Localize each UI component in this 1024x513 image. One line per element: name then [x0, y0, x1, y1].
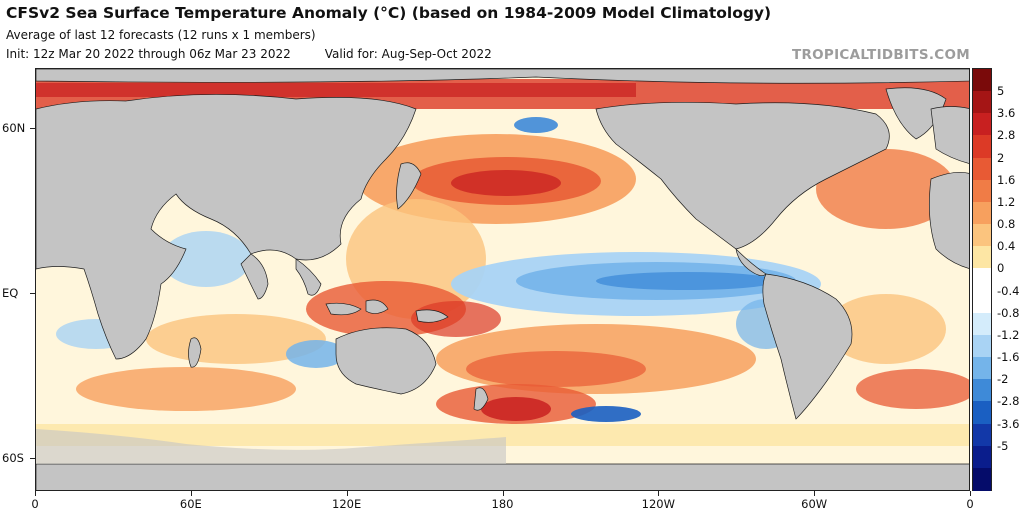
lon-label: 180	[492, 497, 514, 511]
lon-label: 120E	[332, 497, 361, 511]
colorbar-segment	[973, 113, 991, 136]
lat-label: 60S	[2, 451, 24, 465]
colorbar-label: 0.4	[997, 239, 1015, 253]
colorbar-segment	[973, 379, 991, 402]
init-text: Init: 12z Mar 20 2022 through 06z Mar 23…	[6, 47, 291, 61]
sst-anomaly-map	[35, 68, 970, 491]
lon-label: 60E	[180, 497, 202, 511]
map-canvas	[36, 69, 970, 491]
lon-label: 0	[966, 497, 973, 511]
lon-tick	[191, 491, 192, 496]
colorbar-segment	[973, 158, 991, 181]
lon-tick	[35, 491, 36, 496]
colorbar-label: 2	[997, 151, 1004, 165]
colorbar-label: 0	[997, 261, 1004, 275]
colorbar-segment	[973, 291, 991, 314]
antarctica-landmass	[36, 464, 970, 491]
site-credit: TROPICALTIDBITS.COM	[792, 47, 970, 63]
colorbar-label: -2.8	[997, 394, 1019, 408]
colorbar-label: -1.6	[997, 350, 1019, 364]
colorbar-label: -2	[997, 372, 1008, 386]
colorbar-segment	[973, 446, 991, 469]
chart-title: CFSv2 Sea Surface Temperature Anomaly (°…	[6, 4, 771, 22]
lat-label: 60N	[2, 121, 25, 135]
colorbar-segment	[973, 224, 991, 247]
lat-tick	[30, 293, 35, 294]
colorbar-segment	[973, 313, 991, 336]
colorbar-segment	[973, 357, 991, 380]
colorbar-segment	[973, 91, 991, 114]
lon-label: 120W	[642, 497, 675, 511]
colorbar-label: 1.2	[997, 195, 1015, 209]
colorbar-segment	[973, 468, 991, 491]
lon-tick	[970, 491, 971, 496]
colorbar-segment	[973, 246, 991, 269]
lat-tick	[30, 458, 35, 459]
valid-text: Valid for: Aug-Sep-Oct 2022	[325, 47, 492, 61]
colorbar-label: -0.4	[997, 284, 1019, 298]
colorbar-label: 5	[997, 84, 1004, 98]
colorbar-label: -5	[997, 439, 1008, 453]
colorbar-label: -1.2	[997, 328, 1019, 342]
forecast-subtitle: Average of last 12 forecasts (12 runs x …	[6, 28, 316, 42]
colorbar-segment	[973, 268, 991, 291]
lon-tick	[814, 491, 815, 496]
lat-tick	[30, 128, 35, 129]
colorbar-segment	[973, 135, 991, 158]
colorbar-segment	[973, 335, 991, 358]
colorbar-label: 0.8	[997, 217, 1015, 231]
colorbar-label: -3.6	[997, 417, 1019, 431]
colorbar-label: 2.8	[997, 128, 1015, 142]
colorbar-label: 3.6	[997, 106, 1015, 120]
colorbar-label: -0.8	[997, 306, 1019, 320]
lon-label: 0	[31, 497, 38, 511]
colorbar-segment	[973, 424, 991, 447]
colorbar-segment	[973, 202, 991, 225]
colorbar-label: 1.6	[997, 173, 1015, 187]
colorbar	[972, 68, 992, 491]
lon-tick	[347, 491, 348, 496]
lon-tick	[658, 491, 659, 496]
init-valid-line: Init: 12z Mar 20 2022 through 06z Mar 23…	[6, 47, 492, 61]
colorbar-segment	[973, 401, 991, 424]
lon-tick	[503, 491, 504, 496]
lat-label: EQ	[2, 286, 18, 300]
colorbar-segment	[973, 180, 991, 203]
colorbar-segment	[973, 69, 991, 92]
lon-label: 60W	[801, 497, 827, 511]
